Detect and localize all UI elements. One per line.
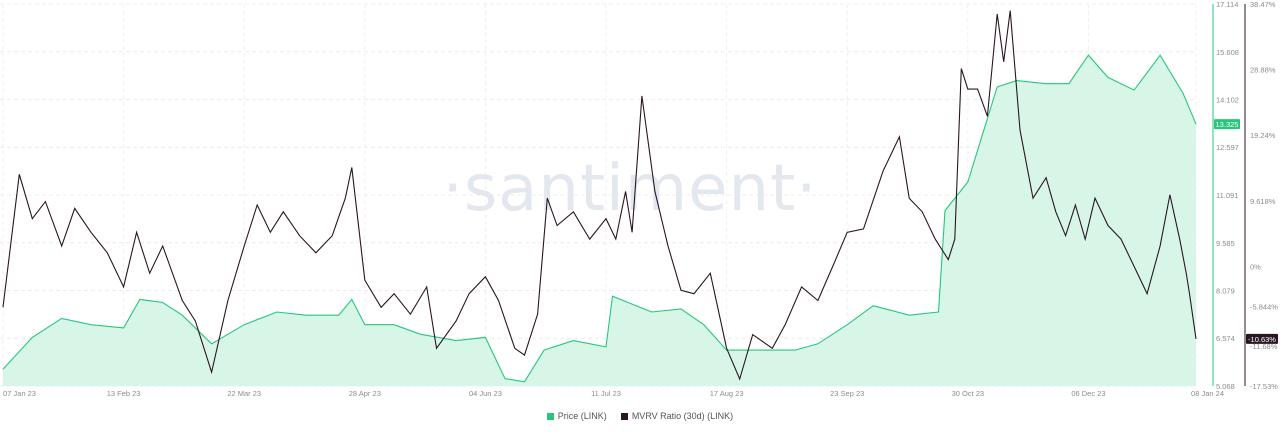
x-tick-label: 13 Feb 23	[107, 389, 141, 398]
mvrv-tick-label: 9.618%	[1250, 197, 1276, 206]
x-tick-label: 22 Mar 23	[227, 389, 261, 398]
mvrv-tick-label: 38.47%	[1250, 0, 1276, 9]
x-tick-label: 08 Jan 24	[1191, 389, 1224, 398]
x-tick-label: 30 Oct 23	[952, 389, 985, 398]
x-tick-label: 23 Sep 23	[830, 389, 864, 398]
price-tick-label: 15.608	[1216, 48, 1239, 57]
x-tick-label: 11 Jul 23	[591, 389, 621, 398]
price-area-fill	[3, 55, 1196, 386]
mvrv-tick-label: -17.53%	[1250, 382, 1278, 391]
mvrv-tick-label: -11.68%	[1250, 342, 1278, 351]
price-tick-label: 9.585	[1216, 239, 1235, 248]
price-tick-label: 5.068	[1216, 382, 1235, 391]
mvrv-current-value: -10.63%	[1248, 335, 1276, 344]
mvrv-series-line	[2, 10, 1197, 381]
price-tick-label: 12.597	[1216, 143, 1239, 152]
x-tick-label: 07 Jan 23	[3, 389, 36, 398]
legend-item-price[interactable]: Price (LINK)	[546, 411, 607, 421]
chart: ·santiment· 07 Jan 23 13 Feb 23 22 Mar 23 2…	[0, 0, 1278, 398]
mvrv-tick-label: 19.24%	[1250, 131, 1276, 140]
mvrv-legend-label: MVRV Ratio (30d) (LINK)	[631, 411, 734, 421]
santiment-watermark: ·santiment·	[442, 152, 817, 226]
mvrv-legend-swatch	[620, 412, 628, 420]
price-current-badge	[1214, 119, 1240, 130]
x-tick-label: 04 Jun 23	[469, 389, 502, 398]
price-series-line	[2, 54, 1197, 383]
axes	[1212, 4, 1246, 386]
price-legend-swatch	[546, 412, 554, 420]
mvrv-current-badge	[1246, 333, 1278, 344]
mvrv-tick-label: 0%	[1250, 262, 1261, 271]
price-tick-label: 8.079	[1216, 287, 1235, 296]
legend: Price (LINK) MVRV Ratio (30d) (LINK)	[0, 409, 1280, 423]
mvrv-axis-ticks: 38.47% 28.88% 19.24% 9.618% 0% -5.844% -11.68%…	[1250, 0, 1278, 391]
price-tick-label: 6.574	[1216, 334, 1235, 343]
legend-item-mvrv[interactable]: MVRV Ratio (30d) (LINK)	[620, 411, 734, 421]
mvrv-tick-label: -5.844%	[1250, 302, 1278, 311]
price-tick-label: 11.091	[1216, 191, 1238, 200]
price-tick-label: 17.114	[1216, 0, 1238, 9]
price-tick-label: 14.102	[1216, 96, 1239, 105]
price-axis-ticks: 17.114 15.608 14.102 12.597 11.091 9.585 8.079…	[1216, 0, 1239, 391]
x-tick-label: 17 Aug 23	[710, 389, 744, 398]
mvrv-tick-label: 28.88%	[1250, 65, 1276, 74]
x-tick-label: 28 Apr 23	[349, 389, 381, 398]
x-axis-ticks: 07 Jan 23 13 Feb 23 22 Mar 23 28 Apr 23 04 J…	[3, 389, 1224, 398]
price-current-value: 13.325	[1216, 120, 1239, 129]
x-tick-label: 06 Dec 23	[1071, 389, 1105, 398]
current-value-badges: 13.325 -10.63%	[1214, 119, 1278, 344]
price-legend-label: Price (LINK)	[557, 411, 607, 421]
